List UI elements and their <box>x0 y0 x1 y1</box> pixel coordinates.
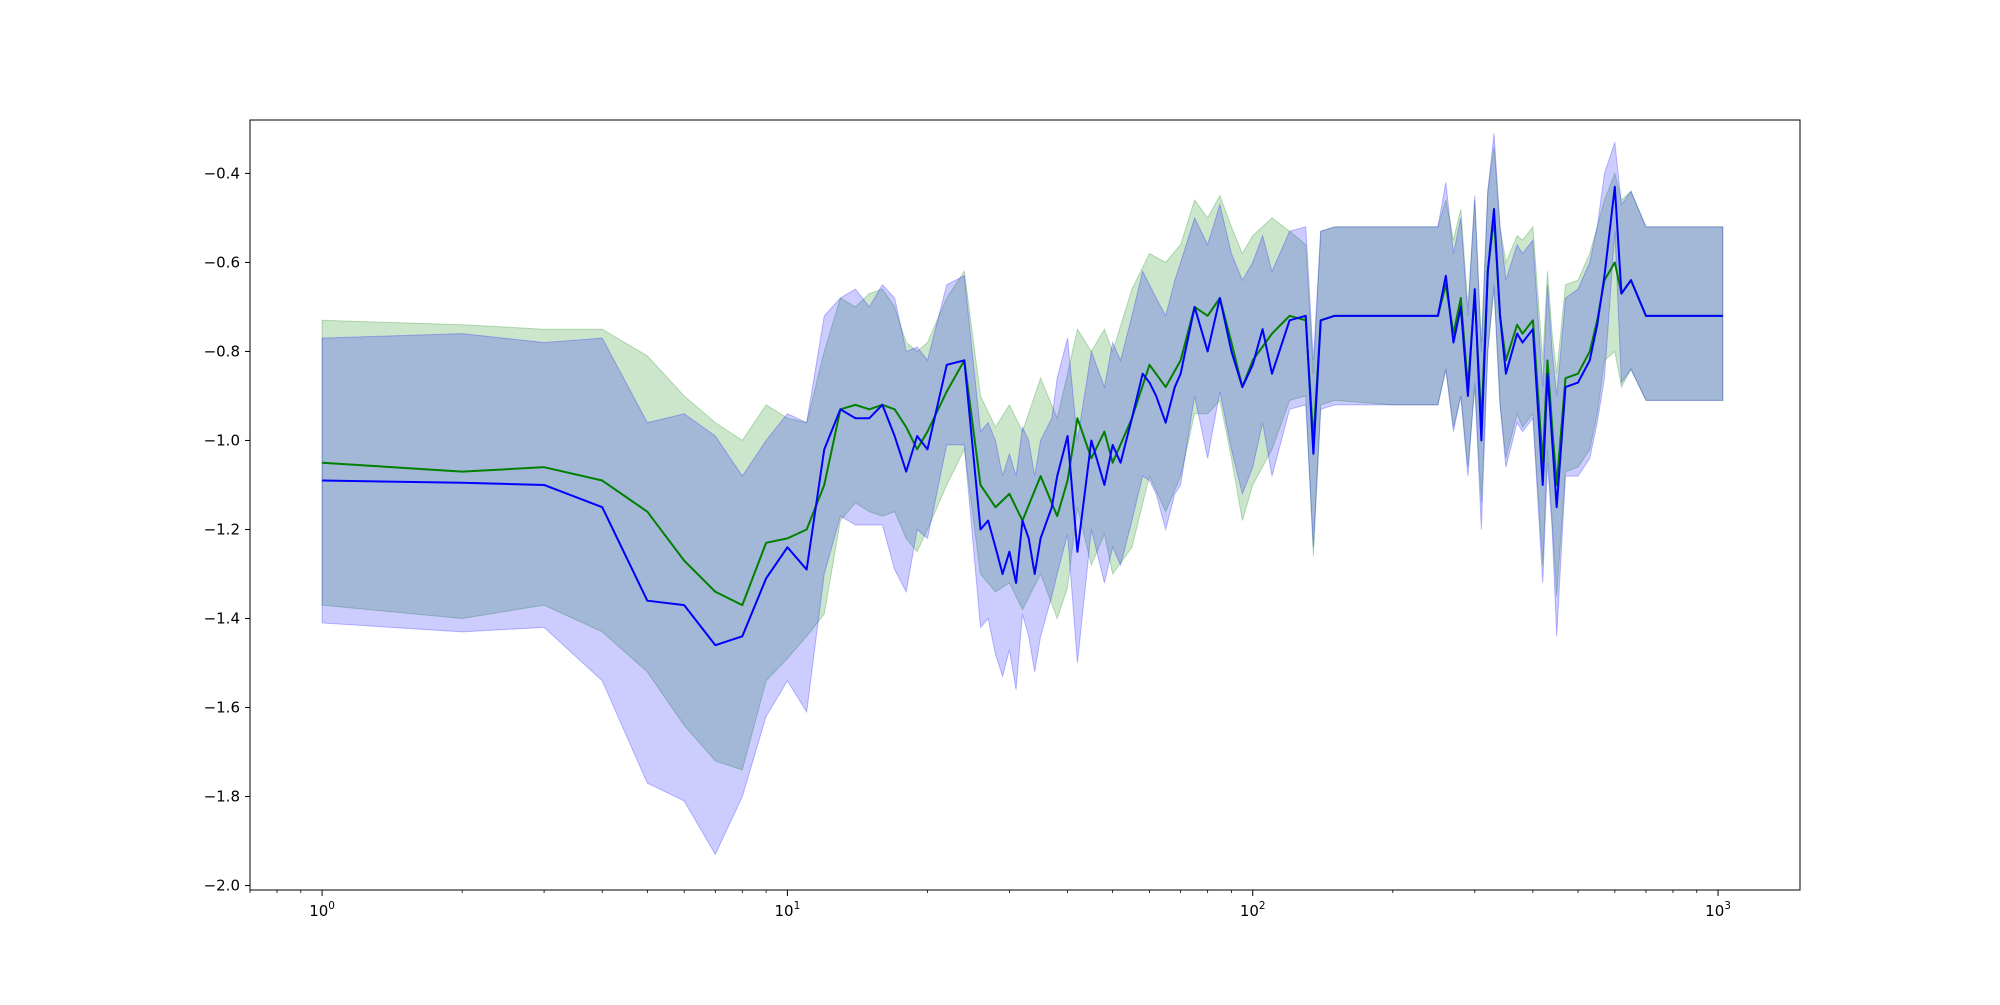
confidence-bands <box>321 133 1724 856</box>
y-tick-label: −1.4 <box>204 609 240 627</box>
y-tick-label: −1.0 <box>204 431 240 449</box>
y-tick-label: −1.6 <box>204 699 240 717</box>
y-tick-label: −2.0 <box>204 877 240 895</box>
y-tick-label: −1.8 <box>204 788 240 806</box>
plot-frame <box>249 119 1801 891</box>
series-lines <box>322 185 1723 647</box>
x-tick-label: 103 <box>1705 900 1731 920</box>
y-tick-label: −0.4 <box>204 164 240 182</box>
x-axis-ticks: 100 101 102 103 <box>249 890 1731 920</box>
series-2-line <box>322 185 1723 647</box>
y-tick-label: −1.2 <box>204 520 240 538</box>
x-tick-label: 101 <box>775 900 801 920</box>
series-2-band <box>321 133 1724 856</box>
y-tick-label: −0.6 <box>204 253 240 271</box>
x-tick-label: 102 <box>1240 900 1266 920</box>
y-tick-label: −0.8 <box>204 342 240 360</box>
y-axis-ticks: −0.4 −0.6 −0.8 −1.0 −1.2 −1.4 −1.6 −1.8 −2.0 <box>204 164 250 895</box>
x-tick-label: 100 <box>309 900 335 920</box>
series-1-band <box>321 146 1724 771</box>
